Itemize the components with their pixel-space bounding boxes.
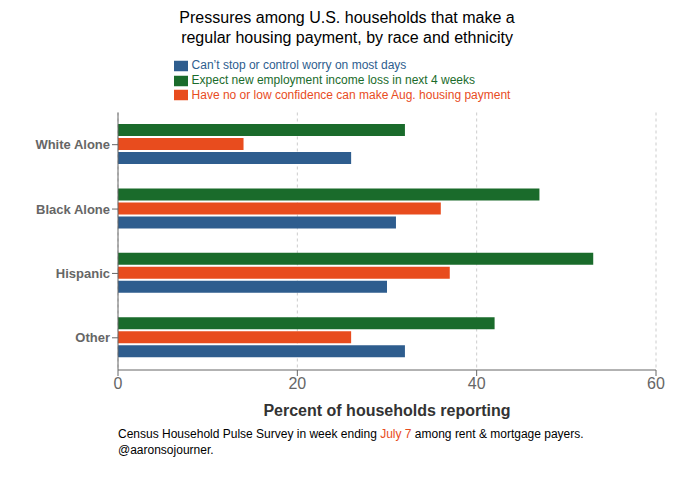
svg-text:White Alone: White Alone (35, 137, 110, 152)
html-text:Pressures among U.S. household: Pressures among U.S. households that mak… (179, 9, 515, 46)
html-text:Expect new employment income l: Expect new employment income loss in nex… (191, 72, 475, 87)
svg-text:Other: Other (75, 330, 110, 345)
svg-text:40: 40 (468, 375, 486, 392)
html-text:Have no or low confidence can: Have no or low confidence can make Aug. … (191, 87, 511, 102)
svg-text:60: 60 (647, 375, 665, 392)
svg-text:0: 0 (114, 375, 123, 392)
svg-text:20: 20 (288, 375, 306, 392)
svg-text:Hispanic: Hispanic (56, 266, 110, 281)
svg-text:Black Alone: Black Alone (36, 202, 110, 217)
svg-text:Percent of households reportin: Percent of households reporting (263, 402, 510, 419)
html-text:Can’t stop or control worry on: Can’t stop or control worry on most days (191, 58, 407, 72)
html-text:Census Household Pulse Survey: Census Household Pulse Survey in week en… (118, 427, 584, 441)
html-text:@aaronsojourner.: @aaronsojourner. (118, 443, 214, 457)
